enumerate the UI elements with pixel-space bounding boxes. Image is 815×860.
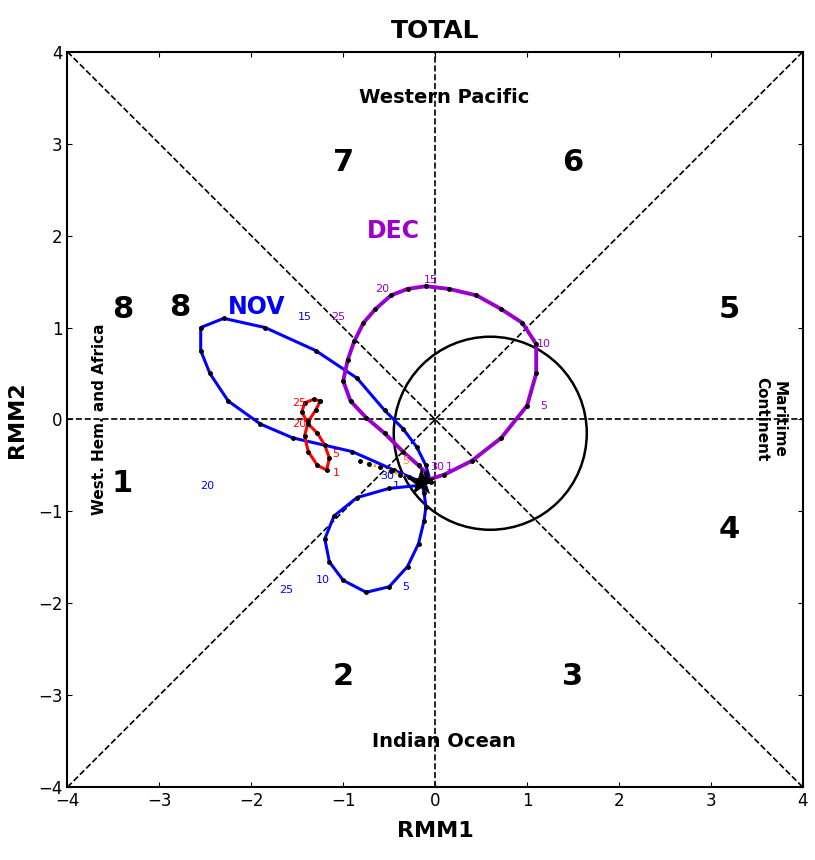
Text: 30: 30	[430, 463, 444, 472]
Text: 20: 20	[375, 284, 389, 294]
Text: 25: 25	[332, 311, 346, 322]
Text: 20: 20	[200, 481, 214, 491]
Text: DEC: DEC	[368, 219, 421, 243]
Text: Maritime
Continent: Maritime Continent	[755, 378, 786, 462]
Text: 8: 8	[169, 292, 190, 322]
Y-axis label: RMM2: RMM2	[7, 381, 27, 458]
Text: 25: 25	[279, 585, 293, 594]
Text: 5: 5	[402, 456, 409, 466]
Text: West. Hem. and Africa: West. Hem. and Africa	[92, 323, 107, 515]
Text: 30: 30	[381, 471, 394, 482]
Text: 25: 25	[292, 398, 306, 408]
X-axis label: RMM1: RMM1	[397, 821, 474, 841]
Text: 5: 5	[540, 401, 547, 411]
Text: 10: 10	[536, 339, 551, 349]
Text: 1: 1	[393, 481, 400, 491]
Text: 15: 15	[297, 311, 311, 322]
Text: 3: 3	[562, 662, 584, 691]
Text: 5: 5	[333, 450, 339, 459]
Text: 5: 5	[719, 295, 740, 323]
Text: 10: 10	[316, 575, 330, 586]
Text: Western Pacific: Western Pacific	[359, 89, 530, 108]
Text: 2: 2	[333, 662, 354, 691]
Text: Indian Ocean: Indian Ocean	[372, 732, 516, 751]
Text: 20: 20	[292, 419, 306, 429]
Text: 8: 8	[112, 295, 133, 323]
Text: 15: 15	[424, 274, 438, 285]
Text: 4: 4	[719, 515, 740, 544]
Text: 1: 1	[333, 468, 339, 478]
Text: 5: 5	[402, 581, 409, 592]
Text: 6: 6	[562, 148, 584, 176]
Text: 1: 1	[112, 470, 133, 498]
Text: 7: 7	[333, 148, 354, 176]
Title: TOTAL: TOTAL	[391, 19, 479, 43]
Text: 1: 1	[446, 463, 452, 472]
Text: NOV: NOV	[228, 295, 286, 319]
